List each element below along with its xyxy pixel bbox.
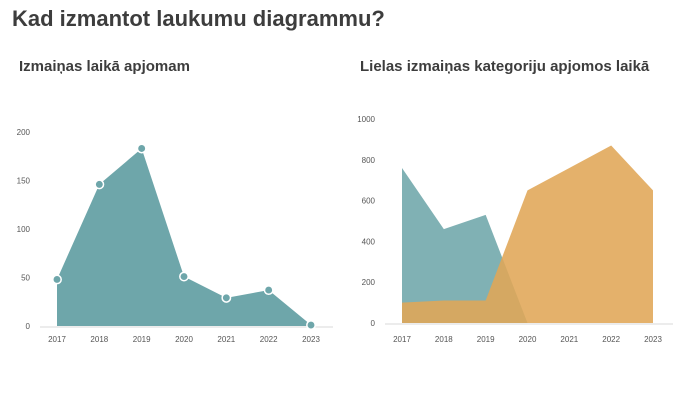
x-tick-label: 2022 — [602, 335, 620, 344]
y-tick-label: 1000 — [357, 115, 375, 124]
y-tick-label: 800 — [362, 156, 376, 165]
x-tick-label: 2018 — [90, 335, 108, 344]
x-tick-label: 2020 — [175, 335, 193, 344]
area-series-1 — [57, 148, 311, 326]
x-tick-label: 2020 — [519, 335, 537, 344]
chart-title-categories: Lielas izmaiņas kategoriju apjomos laikā — [360, 58, 650, 75]
x-tick-label: 2023 — [644, 335, 662, 344]
x-tick-label: 2021 — [217, 335, 235, 344]
y-tick-label: 600 — [362, 197, 376, 206]
x-tick-label: 2023 — [302, 335, 320, 344]
x-tick-label: 2019 — [477, 335, 495, 344]
y-tick-label: 0 — [26, 322, 31, 331]
x-tick-label: 2022 — [260, 335, 278, 344]
y-tick-label: 200 — [17, 128, 31, 137]
data-point-marker — [263, 285, 274, 296]
area-series-2 — [402, 145, 653, 323]
y-tick-label: 0 — [371, 319, 376, 328]
x-tick-label: 2019 — [133, 335, 151, 344]
data-point-marker — [94, 179, 105, 190]
y-tick-label: 150 — [17, 177, 31, 186]
data-point-marker — [306, 320, 316, 330]
data-point-marker — [179, 271, 189, 282]
y-tick-label: 100 — [17, 225, 31, 234]
x-tick-label: 2017 — [393, 335, 411, 344]
y-tick-label: 400 — [362, 237, 376, 246]
x-tick-label: 2021 — [560, 335, 578, 344]
data-point-marker — [136, 143, 147, 154]
x-tick-label: 2017 — [48, 335, 66, 344]
y-tick-label: 200 — [362, 278, 376, 287]
data-point-marker — [52, 274, 62, 285]
page-title: Kad izmantot laukumu diagrammu? — [12, 6, 385, 31]
chart-title-volume: Izmaiņas laikā apjomam — [19, 58, 190, 75]
data-point-marker — [221, 292, 232, 303]
y-tick-label: 50 — [21, 274, 30, 283]
x-tick-label: 2018 — [435, 335, 453, 344]
